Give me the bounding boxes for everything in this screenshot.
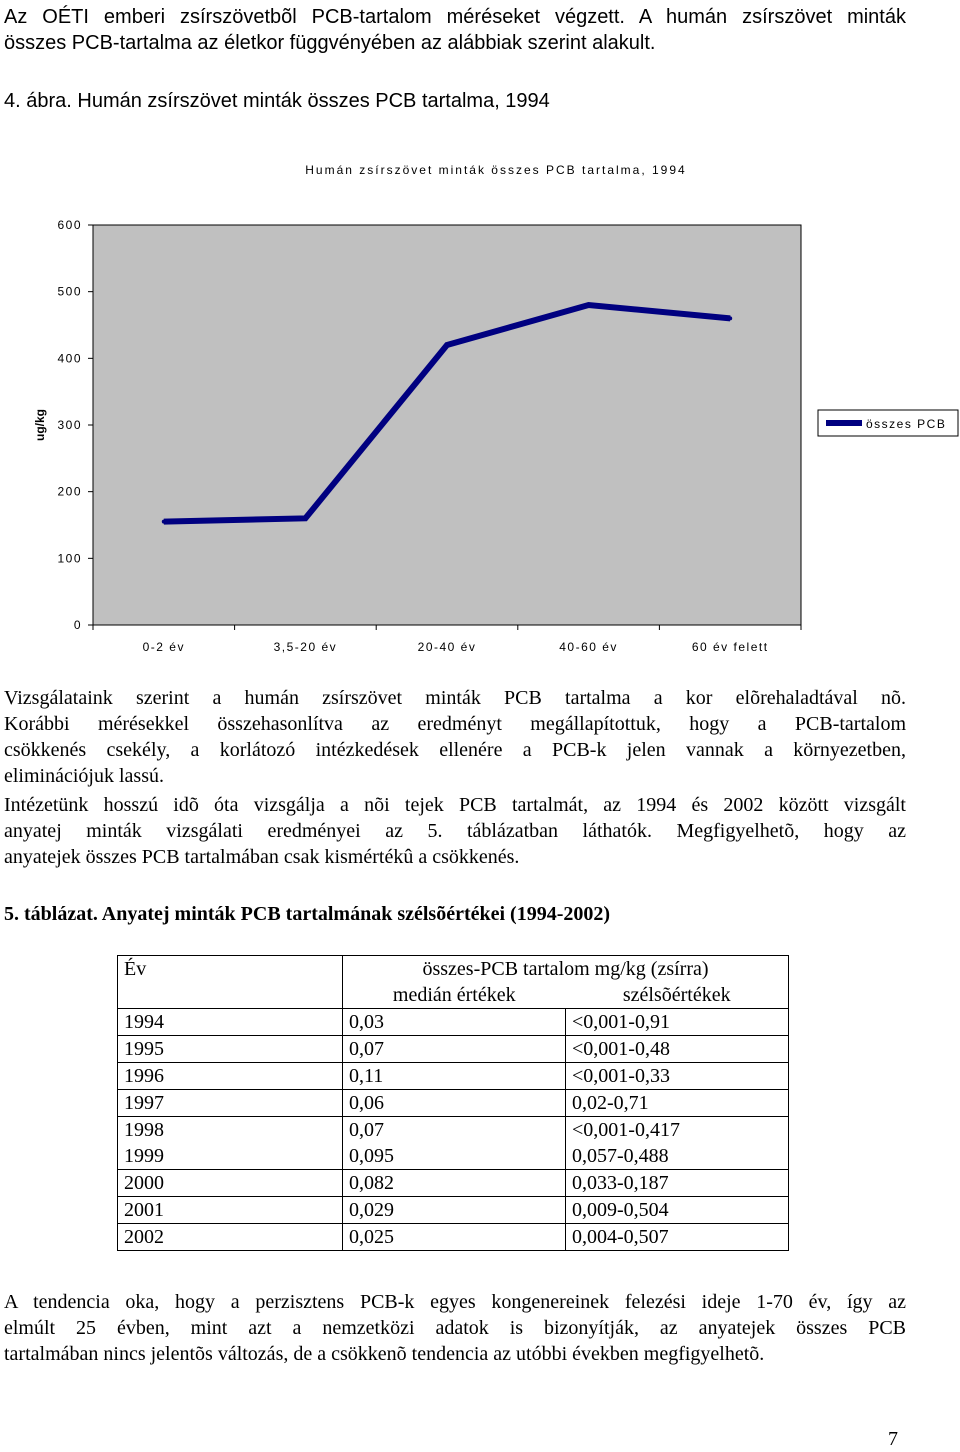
text-line: elmúlt 25 évben, mint azt a nemzetközi a… <box>4 1317 906 1339</box>
breastmilk-paragraph: Intézetünk hosszú idõ óta vizsgálja a nõ… <box>4 792 906 870</box>
plot-area <box>92 224 802 626</box>
cell-median: 0,07 <box>342 1035 566 1063</box>
x-tick-label: 60 év felett <box>692 640 769 654</box>
table-row: 1994 0,03 <0,001-0,91 <box>117 1008 789 1036</box>
data-point <box>728 316 733 321</box>
x-tick-label: 3,5-20 év <box>274 640 338 654</box>
x-tick-label: 20-40 év <box>418 640 477 654</box>
data-point <box>445 343 449 347</box>
cell-median: 0,029 <box>342 1196 566 1224</box>
cell-year: 1994 <box>117 1008 343 1036</box>
figure-label: 4. ábra. <box>4 90 72 112</box>
cell-range: <0,001-0,48 <box>565 1035 789 1063</box>
cell-range: 0,02-0,71 <box>565 1089 789 1117</box>
cell-year: 1996 <box>117 1062 343 1090</box>
text-line: Vizsgálataink szerint a humán zsírszövet… <box>4 687 906 709</box>
chart-title: Humán zsírszövet minták összes PCB tarta… <box>305 163 686 177</box>
conclusion-paragraph: A tendencia oka, hogy a perzisztens PCB-… <box>4 1289 906 1367</box>
cell-year: 2000 <box>117 1169 343 1197</box>
data-point <box>586 303 591 307</box>
x-tick-label: 0-2 év <box>143 640 185 654</box>
cell-line: 1998 <box>124 1119 164 1141</box>
cell-range: 0,033-0,187 <box>565 1169 789 1197</box>
table-row: 1996 0,11 <0,001-0,33 <box>117 1062 789 1090</box>
y-tick-label: 300 <box>57 418 82 432</box>
cell-year: 1997 <box>117 1089 343 1117</box>
page-number: 7 <box>888 1428 898 1450</box>
table-row: 1998 1999 0,07 0,095 <0,001-0,417 0,057-0,488 <box>117 1116 789 1170</box>
text-line: anyatej minták vizsgálati eredményei az … <box>4 820 906 842</box>
data-point <box>161 519 166 524</box>
text-line: Intézetünk hosszú idõ óta vizsgálja a nõ… <box>4 794 906 816</box>
cell-range: 0,004-0,507 <box>565 1223 789 1251</box>
cell-range: <0,001-0,91 <box>565 1008 789 1036</box>
series-group <box>161 301 733 525</box>
y-tick-label: 0 <box>74 618 82 632</box>
figure-caption-text: Humán zsírszövet minták összes PCB tarta… <box>77 90 550 112</box>
y-tick-label: 200 <box>57 485 82 499</box>
y-tick-label: 400 <box>57 351 82 365</box>
table-row: 2000 0,082 0,033-0,187 <box>117 1169 789 1197</box>
text-line: eliminációjuk lassú. <box>4 765 164 787</box>
cell-median: 0,025 <box>342 1223 566 1251</box>
intro-line: összes PCB-tartalma az életkor függvényé… <box>4 32 656 54</box>
cell-range: <0,001-0,417 0,057-0,488 <box>565 1116 789 1170</box>
y-axis: 0 100 200 300 400 500 600 <box>57 218 93 632</box>
x-axis: 0-2 év 3,5-20 év 20-40 év 40-60 év 60 év fel… <box>92 625 802 654</box>
findings-paragraph: Vizsgálataink szerint a humán zsírszövet… <box>4 685 906 789</box>
cell-line: 0,057-0,488 <box>572 1145 669 1167</box>
cell-line: 0,095 <box>349 1145 394 1167</box>
text-line: Korábbi mérésekkel összehasonlítva az er… <box>4 713 906 735</box>
legend-label: összes PCB <box>866 417 946 431</box>
table-row: 1997 0,06 0,02-0,71 <box>117 1089 789 1117</box>
table-caption: 5. táblázat. Anyatej minták PCB tartalmá… <box>4 903 611 925</box>
cell-year: 2002 <box>117 1223 343 1251</box>
intro-line: Az OÉTI emberi zsírszövetbõl PCB-tartalo… <box>4 6 906 28</box>
y-tick-label: 100 <box>57 551 82 565</box>
y-tick-label: 600 <box>57 218 82 232</box>
x-tick-label: 40-60 év <box>559 640 618 654</box>
cell-range: 0,009-0,504 <box>565 1196 789 1224</box>
header-range: szélsõértékek <box>565 982 789 1009</box>
cell-year: 2001 <box>117 1196 343 1224</box>
y-axis-title: ug/kg <box>33 409 47 441</box>
chart-legend: összes PCB <box>817 409 959 437</box>
y-tick-label: 500 <box>57 285 82 299</box>
header-year: Év <box>117 955 343 1009</box>
cell-median: 0,06 <box>342 1089 566 1117</box>
table-row: 1995 0,07 <0,001-0,48 <box>117 1035 789 1063</box>
text-line: anyatejek összes PCB tartalmában csak ki… <box>4 846 520 868</box>
cell-range: <0,001-0,33 <box>565 1062 789 1090</box>
cell-median: 0,11 <box>342 1062 566 1090</box>
text-line: tartalmában nincs jelentõs változás, de … <box>4 1343 765 1365</box>
cell-line: 0,07 <box>349 1119 384 1141</box>
text-line: csökkenés csekély, a korlátozó intézkedé… <box>4 739 906 761</box>
table-row: 2001 0,029 0,009-0,504 <box>117 1196 789 1224</box>
data-point <box>303 516 308 521</box>
header-group: összes-PCB tartalom mg/kg (zsírra) <box>342 955 789 982</box>
cell-line: <0,001-0,417 <box>572 1119 680 1141</box>
pcb-line-chart: Humán zsírszövet minták összes PCB tarta… <box>33 163 959 654</box>
cell-median: 0,07 0,095 <box>342 1116 566 1170</box>
text-line: A tendencia oka, hogy a perzisztens PCB-… <box>4 1291 906 1313</box>
table-row: 2002 0,025 0,004-0,507 <box>117 1223 789 1251</box>
cell-year: 1995 <box>117 1035 343 1063</box>
cell-median: 0,03 <box>342 1008 566 1036</box>
intro-paragraph: Az OÉTI emberi zsírszövetbõl PCB-tartalo… <box>4 4 906 56</box>
cell-median: 0,082 <box>342 1169 566 1197</box>
pcb-table: Év összes-PCB tartalom mg/kg (zsírra) me… <box>117 955 789 1251</box>
table-subheader-row: medián értékek szélsõértékek <box>118 982 789 1009</box>
figure-caption: 4. ábra. Humán zsírszövet minták összes … <box>4 88 550 114</box>
header-median: medián értékek <box>342 982 566 1009</box>
cell-line: 1999 <box>124 1145 164 1167</box>
cell-year: 1998 1999 <box>117 1116 343 1170</box>
table-header-row: Év összes-PCB tartalom mg/kg (zsírra) <box>117 955 789 1009</box>
